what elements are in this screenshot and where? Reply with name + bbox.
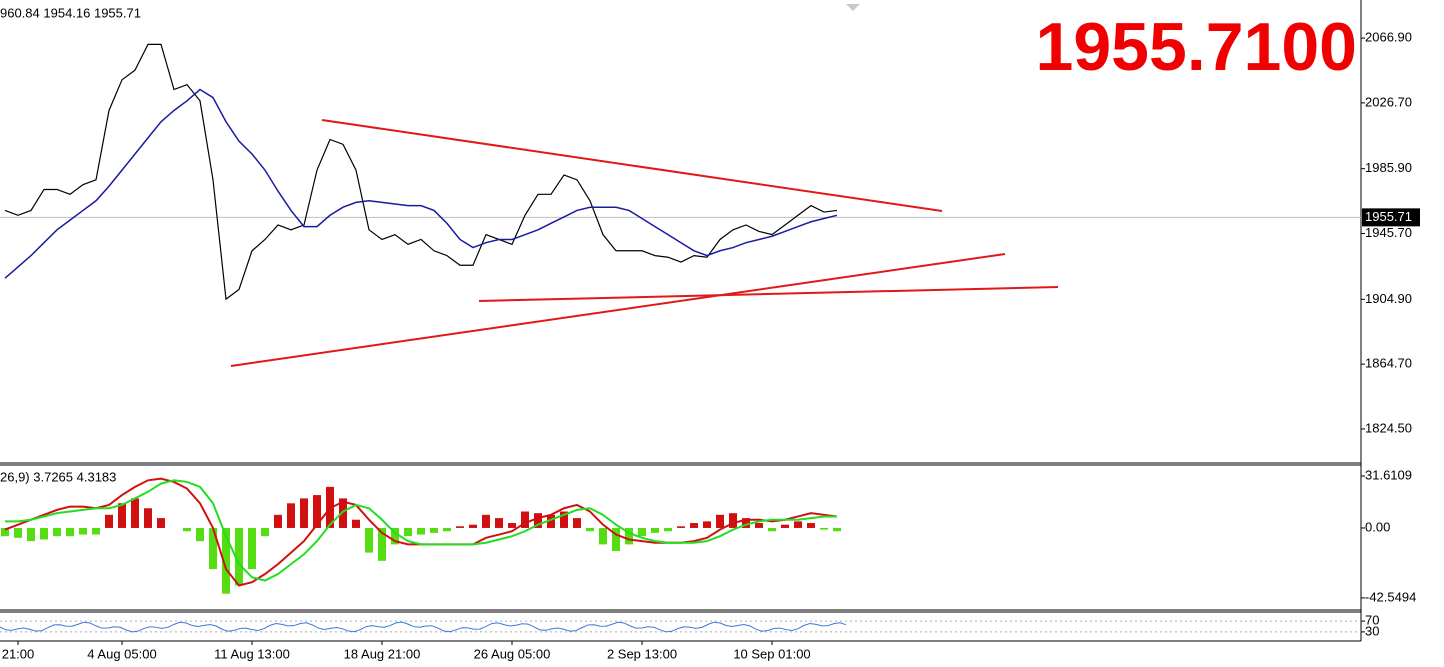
current-price-box: [1362, 208, 1420, 227]
histogram-bar: [352, 519, 360, 528]
histogram-bar: [534, 513, 542, 528]
x-tick-label: 10 Sep 01:00: [733, 646, 810, 661]
x-tick-label: 18 Aug 21:00: [344, 646, 421, 661]
series-line: [5, 479, 837, 582]
histogram-bar: [235, 527, 243, 586]
histogram-bar: [40, 527, 48, 540]
histogram-bar: [378, 527, 386, 561]
y-tick-label: 31.6109: [1365, 467, 1412, 482]
oscillator-line: [0, 621, 847, 633]
trend-lines: [230, 119, 1059, 367]
y-tick-label: -42.5494: [1365, 589, 1416, 604]
histogram-bar: [495, 518, 503, 528]
trend-line: [230, 253, 1006, 367]
histogram-bar: [222, 527, 230, 594]
histogram-bar: [482, 514, 490, 528]
histogram-bar: [547, 514, 555, 528]
x-tick-label: 21:00: [2, 646, 35, 661]
y-tick-label: 0.00: [1365, 519, 1390, 534]
histogram-bar: [300, 498, 308, 528]
histogram-bar: [599, 527, 607, 545]
y-tick-label: 30: [1365, 623, 1379, 638]
histogram-bar: [820, 527, 828, 530]
histogram-bar: [573, 518, 581, 528]
y-tick-label: 2026.70: [1365, 94, 1412, 109]
big-price: 1955.7100: [1036, 9, 1357, 85]
histogram-bar: [651, 527, 659, 533]
x-tick-label: 26 Aug 05:00: [474, 646, 551, 661]
histogram-bar: [391, 527, 399, 545]
histogram-bar: [417, 527, 425, 535]
histogram-bar: [14, 527, 22, 538]
histogram-bar: [79, 527, 87, 535]
y-tick-label: 1945.70: [1365, 225, 1412, 240]
histogram-bar: [443, 527, 451, 532]
histogram-bar: [742, 518, 750, 528]
histogram-bar: [248, 527, 256, 570]
histogram-bar: [66, 527, 74, 537]
histogram-bar: [105, 514, 113, 528]
histogram-bar: [781, 524, 789, 528]
histogram-bar: [664, 527, 672, 532]
histogram-bar: [131, 498, 139, 528]
histogram-bar: [690, 523, 698, 528]
y-tick-label: 2066.90: [1365, 29, 1412, 44]
histogram-bar: [209, 527, 217, 570]
histogram-bar: [677, 526, 685, 528]
y-tick-label: 1864.70: [1365, 356, 1412, 371]
current-price-label: 1955.71: [1365, 209, 1412, 224]
histogram-bar: [768, 527, 776, 532]
histogram-bar: [625, 527, 633, 545]
histogram-bar: [157, 518, 165, 528]
x-tick-label: 2 Sep 13:00: [607, 646, 677, 661]
histogram-bar: [1, 527, 9, 537]
histogram-bar: [794, 521, 802, 528]
histogram-bar: [365, 527, 373, 553]
trend-line: [321, 119, 943, 212]
histogram-bar: [404, 527, 412, 537]
shift-marker: [846, 4, 860, 11]
histogram-bar: [183, 527, 191, 532]
series-line: [4, 43, 838, 301]
histogram-bar: [144, 508, 152, 528]
y-tick-label: 1824.50: [1365, 420, 1412, 435]
header-values: 960.84 1954.16 1955.71: [0, 5, 141, 20]
x-tick-label: 4 Aug 05:00: [87, 646, 156, 661]
histogram-bar: [261, 527, 269, 537]
y-tick-label: 1904.90: [1365, 291, 1412, 306]
histogram-bar: [196, 527, 204, 542]
histogram-bar: [807, 523, 815, 528]
histogram-bar: [716, 514, 724, 528]
histogram-bar: [118, 503, 126, 528]
histogram-bar: [469, 524, 477, 528]
histogram-bar: [274, 514, 282, 528]
histogram-bar: [521, 511, 529, 528]
histogram-bar: [586, 527, 594, 532]
macd-title: 26,9) 3.7265 4.3183: [0, 469, 116, 484]
histogram-bar: [287, 503, 295, 528]
histogram-bar: [313, 495, 321, 528]
histogram-bar: [638, 527, 646, 537]
histogram-bar: [339, 498, 347, 528]
y-tick-label: 1985.90: [1365, 160, 1412, 175]
histogram-bar: [456, 526, 464, 528]
trend-line: [478, 286, 1059, 302]
histogram-bar: [833, 527, 841, 532]
histogram-bar: [92, 527, 100, 535]
series-line: [4, 88, 838, 279]
histogram-bar: [27, 527, 35, 542]
histogram-bar: [53, 527, 61, 537]
histogram-bar: [703, 521, 711, 528]
y-tick-label: 70: [1365, 613, 1379, 628]
histogram-bar: [729, 513, 737, 528]
histogram-bar: [755, 523, 763, 528]
histogram-bar: [508, 523, 516, 528]
histogram-bar: [560, 511, 568, 528]
histogram-bar: [430, 527, 438, 533]
x-tick-label: 11 Aug 13:00: [214, 646, 290, 661]
histogram-bar: [612, 527, 620, 551]
